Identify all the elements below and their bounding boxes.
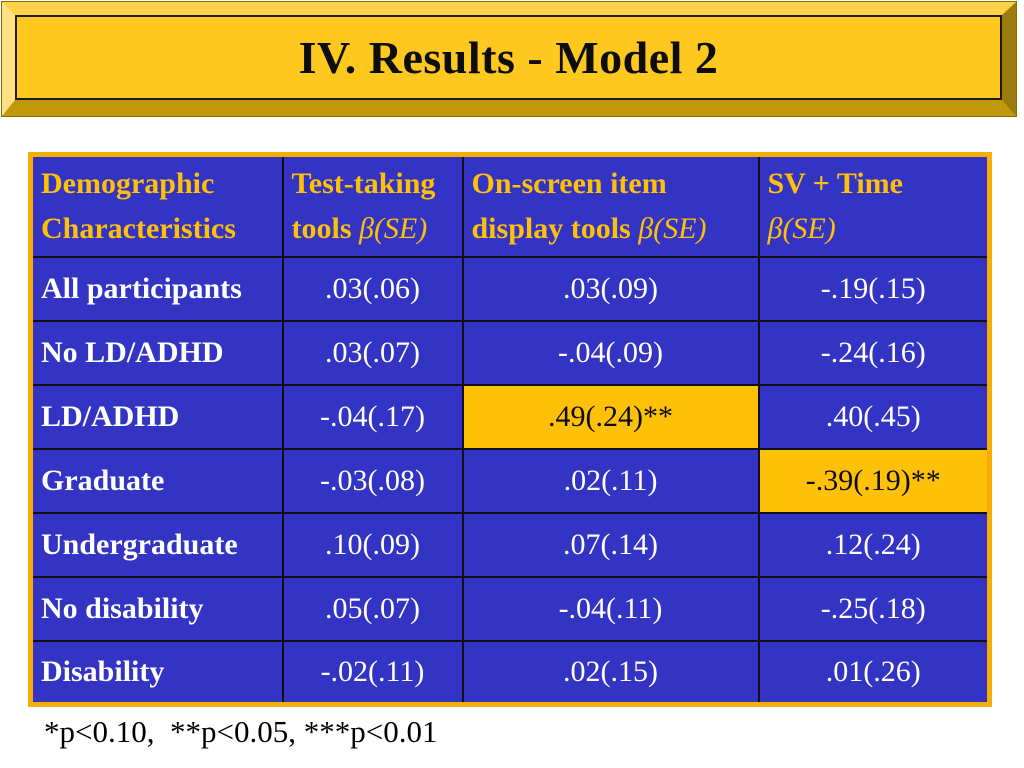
row-label: No LD/ADHD	[29, 319, 284, 386]
cell-value: .05(.07)	[281, 575, 464, 642]
cell-value: -.03(.08)	[281, 447, 464, 514]
table-row-no-ld-adhd: No LD/ADHD .03(.07) -.04(.09) -.24(.16)	[29, 319, 991, 386]
table-header-row: Demographic Characteristics Test-taking …	[29, 153, 991, 258]
table-row-undergraduate: Undergraduate .10(.09) .07(.14) .12(.24)	[29, 511, 991, 578]
beta-se-label: β(SE)	[359, 212, 428, 246]
cell-value: .03(.07)	[281, 319, 464, 386]
highlighted-cell-value: -.39(.19)**	[757, 447, 991, 514]
table-row-ld-adhd: LD/ADHD -.04(.17) .49(.24)** .40(.45)	[29, 383, 991, 450]
beta-se-label: β(SE)	[767, 212, 836, 246]
table-row-all-participants: All participants .03(.06) .03(.09) -.19(…	[29, 255, 991, 322]
cell-value: .12(.24)	[757, 511, 991, 578]
cell-value: .02(.11)	[461, 447, 760, 514]
highlighted-cell-value: .49(.24)**	[461, 383, 760, 450]
cell-value: -.04(.09)	[461, 319, 760, 386]
column-header-test-taking-tools: Test-taking tools β(SE)	[281, 153, 464, 258]
cell-value: .01(.26)	[757, 639, 991, 706]
header-line: Test-taking	[291, 167, 436, 201]
results-table: Demographic Characteristics Test-taking …	[28, 152, 992, 707]
slide-title-plate: IV. Results - Model 2	[15, 15, 1002, 100]
cell-value: -.02(.11)	[281, 639, 464, 706]
slide-title-banner: IV. Results - Model 2	[2, 2, 1016, 116]
column-header-sv-time: SV + Time β(SE)	[757, 153, 991, 258]
significance-footnote: *p<0.10, **p<0.05, ***p<0.01	[44, 714, 438, 749]
header-line: tools	[291, 212, 359, 246]
header-line: display tools	[471, 212, 639, 246]
row-label: Graduate	[29, 447, 284, 514]
row-label: Undergraduate	[29, 511, 284, 578]
header-line: SV + Time	[767, 167, 903, 201]
header-line: Characteristics	[41, 212, 236, 246]
row-label: No disability	[29, 575, 284, 642]
cell-value: .10(.09)	[281, 511, 464, 578]
cell-value: .02(.15)	[461, 639, 760, 706]
column-header-on-screen-item-display-tools: On-screen item display tools β(SE)	[461, 153, 760, 258]
row-label: Disability	[29, 639, 284, 706]
cell-value: -.04(.17)	[281, 383, 464, 450]
column-header-demographic-characteristics: Demographic Characteristics	[29, 153, 284, 258]
cell-value: -.24(.16)	[757, 319, 991, 386]
table-row-disability: Disability -.02(.11) .02(.15) .01(.26)	[29, 639, 991, 706]
header-line: Demographic	[41, 167, 215, 201]
row-label: LD/ADHD	[29, 383, 284, 450]
page-title: IV. Results - Model 2	[298, 32, 719, 83]
table-row-no-disability: No disability .05(.07) -.04(.11) -.25(.1…	[29, 575, 991, 642]
cell-value: .07(.14)	[461, 511, 760, 578]
cell-value: .40(.45)	[757, 383, 991, 450]
table-row-graduate: Graduate -.03(.08) .02(.11) -.39(.19)**	[29, 447, 991, 514]
cell-value: .03(.09)	[461, 255, 760, 322]
header-line: On-screen item	[471, 167, 667, 201]
beta-se-label: β(SE)	[638, 212, 707, 246]
cell-value: -.25(.18)	[757, 575, 991, 642]
cell-value: -.19(.15)	[757, 255, 991, 322]
row-label: All participants	[29, 255, 284, 322]
cell-value: -.04(.11)	[461, 575, 760, 642]
cell-value: .03(.06)	[281, 255, 464, 322]
